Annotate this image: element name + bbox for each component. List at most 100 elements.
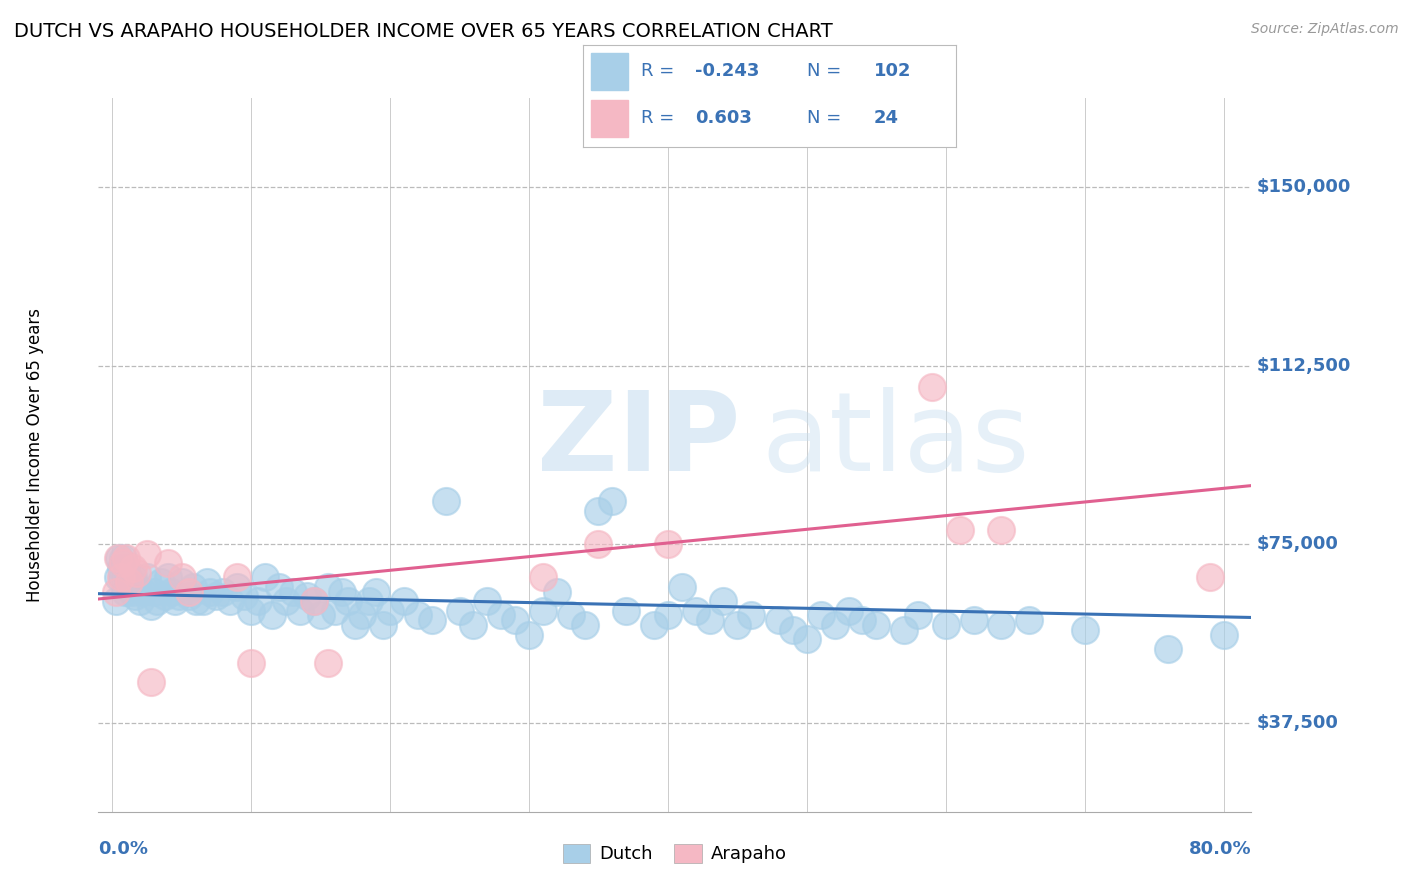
- Point: [531, 604, 554, 618]
- Point: [153, 590, 176, 604]
- Point: [115, 561, 138, 575]
- Text: ZIP: ZIP: [537, 387, 740, 494]
- Point: [378, 604, 401, 618]
- Point: [949, 523, 972, 537]
- Point: [132, 584, 155, 599]
- Point: [962, 613, 984, 627]
- Point: [177, 584, 200, 599]
- Point: [1157, 641, 1180, 656]
- Point: [330, 584, 353, 599]
- Point: [921, 380, 943, 394]
- Point: [907, 608, 929, 623]
- Point: [181, 580, 204, 594]
- Point: [115, 551, 138, 566]
- Point: [316, 580, 339, 594]
- Point: [503, 613, 526, 627]
- Point: [112, 551, 135, 566]
- Point: [588, 537, 610, 551]
- Point: [337, 594, 360, 608]
- Point: [893, 623, 915, 637]
- Point: [205, 590, 228, 604]
- Point: [163, 594, 186, 608]
- Point: [837, 604, 859, 618]
- Text: R =: R =: [641, 62, 681, 80]
- Point: [302, 594, 325, 608]
- Point: [127, 566, 149, 580]
- Point: [824, 618, 846, 632]
- Point: [117, 570, 139, 584]
- Text: R =: R =: [641, 110, 681, 128]
- Point: [159, 584, 181, 599]
- Text: 80.0%: 80.0%: [1188, 840, 1251, 858]
- Point: [323, 604, 346, 618]
- Point: [491, 608, 513, 623]
- Point: [1018, 613, 1040, 627]
- Point: [810, 608, 832, 623]
- Point: [122, 561, 145, 575]
- Point: [141, 675, 163, 690]
- Point: [177, 590, 200, 604]
- Point: [302, 594, 325, 608]
- Point: [352, 608, 374, 623]
- Point: [122, 570, 145, 584]
- Point: [170, 570, 193, 584]
- Point: [226, 580, 249, 594]
- Point: [112, 556, 135, 570]
- Point: [782, 623, 804, 637]
- Legend: Dutch, Arapaho: Dutch, Arapaho: [564, 844, 786, 863]
- Point: [713, 594, 735, 608]
- Point: [1073, 623, 1095, 637]
- Point: [143, 584, 166, 599]
- Text: $75,000: $75,000: [1257, 535, 1339, 553]
- Point: [136, 547, 159, 561]
- Point: [517, 627, 540, 641]
- Point: [373, 618, 395, 632]
- Text: $37,500: $37,500: [1257, 714, 1339, 731]
- Point: [191, 594, 214, 608]
- Text: atlas: atlas: [762, 387, 1029, 494]
- Text: 0.603: 0.603: [695, 110, 752, 128]
- Point: [768, 613, 790, 627]
- Point: [560, 608, 582, 623]
- Point: [531, 570, 554, 584]
- Point: [463, 618, 485, 632]
- Text: 102: 102: [875, 62, 911, 80]
- Point: [546, 584, 568, 599]
- Point: [725, 618, 748, 632]
- Point: [107, 570, 129, 584]
- Point: [124, 590, 146, 604]
- Point: [796, 632, 818, 647]
- Text: 24: 24: [875, 110, 898, 128]
- Text: -0.243: -0.243: [695, 62, 759, 80]
- Point: [127, 580, 149, 594]
- Point: [118, 580, 141, 594]
- Point: [267, 580, 290, 594]
- Point: [316, 656, 339, 670]
- Point: [260, 608, 283, 623]
- Point: [359, 594, 381, 608]
- Point: [105, 594, 128, 608]
- Bar: [591, 53, 628, 90]
- Point: [477, 594, 499, 608]
- Text: N =: N =: [807, 62, 846, 80]
- Point: [274, 594, 297, 608]
- Point: [740, 608, 762, 623]
- Point: [145, 594, 167, 608]
- Point: [309, 608, 332, 623]
- Point: [167, 590, 190, 604]
- Point: [434, 494, 457, 508]
- Point: [865, 618, 887, 632]
- Point: [254, 570, 277, 584]
- Point: [212, 584, 235, 599]
- Point: [114, 584, 136, 599]
- Point: [588, 504, 610, 518]
- Point: [198, 584, 221, 599]
- Text: $150,000: $150,000: [1257, 178, 1351, 196]
- Text: DUTCH VS ARAPAHO HOUSEHOLDER INCOME OVER 65 YEARS CORRELATION CHART: DUTCH VS ARAPAHO HOUSEHOLDER INCOME OVER…: [14, 22, 832, 41]
- Point: [851, 613, 873, 627]
- Point: [281, 584, 304, 599]
- Point: [990, 618, 1012, 632]
- Point: [110, 561, 132, 575]
- Point: [406, 608, 429, 623]
- Point: [170, 575, 193, 590]
